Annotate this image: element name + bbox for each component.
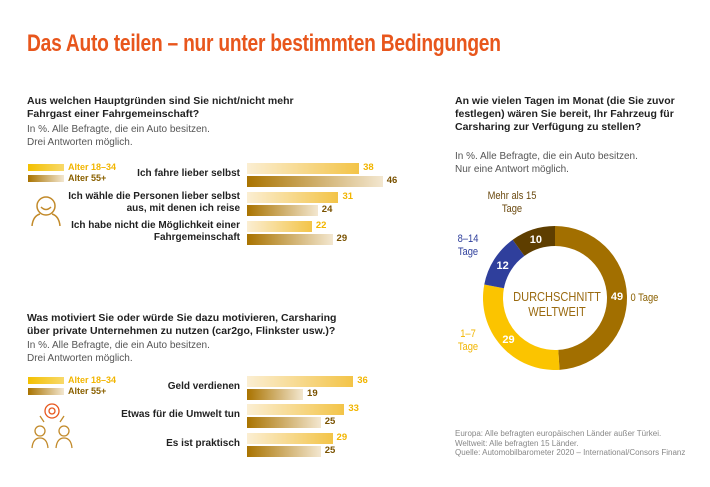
bar-old [247, 417, 321, 428]
donut-value-label: 10 [530, 234, 542, 246]
bar-young [247, 433, 333, 444]
donut-slice [555, 226, 628, 370]
legend-young: Alter 18–34 [68, 162, 117, 172]
chart3-question: An wie vielen Tagen im Monat (die Sie zu… [455, 95, 675, 133]
bar-value-label: 31 [342, 191, 354, 202]
bar-value-label: 25 [324, 445, 336, 456]
footnote-1: Europa: Alle befragten europäischen Länd… [455, 429, 662, 438]
donut-category-0: 0 Tage [630, 292, 659, 304]
bar-young [247, 163, 360, 174]
bar-value-label: 29 [336, 432, 348, 443]
donut-center-label: DURCHSCHNITT WELTWEIT [506, 289, 608, 319]
donut-center-line-1: DURCHSCHNITT [513, 289, 601, 304]
chart2-question: Was motiviert Sie oder würde Sie dazu mo… [27, 312, 337, 337]
bar-young [247, 192, 339, 203]
category-label: Etwas für die Umwelt tun [121, 409, 240, 420]
chart2-legend: Alter 18–34 Alter 55+ [28, 375, 148, 399]
bar-value-label: 25 [324, 416, 336, 427]
bar-old [247, 205, 318, 216]
bar-value-label: 46 [386, 175, 398, 186]
legend-swatch-young [28, 377, 64, 384]
footnote-2: Weltweit: Alle befragten 15 Länder. [455, 438, 579, 448]
bar-value-label: 29 [336, 233, 348, 244]
bar-old [247, 234, 333, 245]
bar-value-label: 22 [315, 220, 327, 231]
chart1-question: Aus welchen Hauptgründen sind Sie nicht/… [27, 95, 294, 120]
page-title: Das Auto teilen – nur unter bestimmten B… [27, 30, 501, 57]
bar-value-label: 36 [357, 375, 368, 386]
chart2-note-2: Drei Antworten möglich. [27, 353, 133, 364]
donut-slice [512, 226, 555, 256]
bar-young [247, 376, 354, 387]
legend-swatch-old [28, 388, 64, 395]
legend-swatch-old [28, 175, 64, 182]
donut-category-3: Mehr als 15 Tage [487, 190, 537, 215]
bar-value-label: 24 [321, 204, 333, 215]
bar-value-label: 19 [307, 388, 318, 399]
bar-young [247, 221, 312, 232]
donut-value-label: 49 [611, 291, 623, 303]
bar-old [247, 176, 383, 187]
person-icon [31, 196, 61, 226]
footnote-3: Quelle: Automobilbarometer 2020 – Intern… [455, 448, 686, 457]
category-label: Ich fahre lieber selbst [137, 168, 240, 179]
bar-old [247, 389, 304, 400]
donut-category-2: 8–14 Tage [457, 233, 479, 258]
chart3-note-2: Nur eine Antwort möglich. [455, 164, 569, 175]
chart1-note-2: Drei Antworten möglich. [27, 137, 133, 148]
legend-swatch-young [28, 164, 64, 171]
bar-young [247, 404, 345, 415]
legend-old: Alter 55+ [68, 173, 107, 183]
donut-center-line-2: WELTWEIT [528, 304, 586, 319]
people-network-icon [31, 403, 73, 449]
donut-value-label: 29 [502, 334, 514, 346]
bar-value-label: 38 [363, 162, 374, 173]
chart2-note-1: In %. Alle Befragte, die ein Auto besitz… [27, 340, 210, 351]
category-label: Es ist praktisch [166, 438, 240, 449]
donut-category-1: 1–7 Tage [457, 328, 479, 353]
donut-value-label: 12 [497, 260, 509, 272]
donut-chart: 49 29 12 10 [483, 226, 628, 370]
category-label: Geld verdienen [167, 381, 240, 392]
category-label: Ich wähle die Personen lieber selbst aus… [68, 191, 240, 214]
category-label: Ich habe nicht die Möglichkeit einer Fah… [71, 220, 240, 243]
legend-old: Alter 55+ [68, 386, 107, 396]
bar-old [247, 446, 321, 457]
chart1-legend: Alter 18–34 Alter 55+ [28, 162, 148, 186]
chart1-note-1: In %. Alle Befragte, die ein Auto besitz… [27, 124, 210, 135]
footnotes: Europa: Alle befragten europäischen Länd… [455, 429, 685, 458]
donut-slice [484, 239, 525, 289]
bar-value-label: 33 [348, 403, 359, 414]
chart3-note-1: In %. Alle Befragte, die ein Auto besitz… [455, 151, 638, 162]
legend-young: Alter 18–34 [68, 375, 117, 385]
donut-slice [483, 284, 560, 370]
